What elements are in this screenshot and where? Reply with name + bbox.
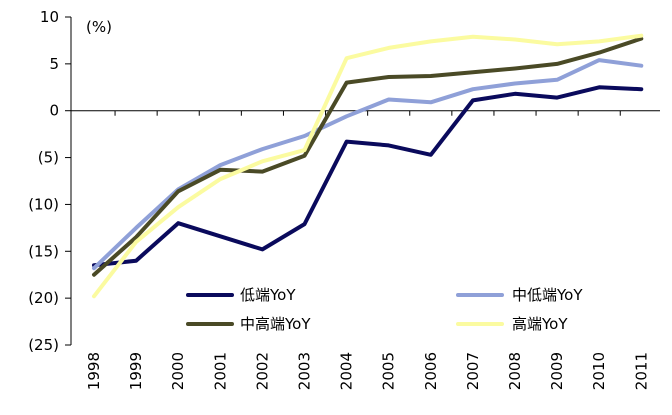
x-tick-label: 2004 xyxy=(338,352,356,390)
x-tick-label: 2005 xyxy=(380,352,398,390)
x-tick-label: 2001 xyxy=(211,352,229,390)
y-tick-label: 5 xyxy=(49,55,59,73)
y-axis: 10 5 0 (5) (10) (15) (20) (25) xyxy=(28,8,72,354)
legend-label: 低端YoY xyxy=(240,286,296,304)
y-tick-label: 10 xyxy=(40,8,59,26)
x-tick-label: 2003 xyxy=(296,352,314,390)
series-line-2 xyxy=(92,58,644,271)
x-tick-label: 2011 xyxy=(632,352,650,390)
legend: 低端YoY 中低端YoY 中高端YoY 高端YoY xyxy=(186,286,583,333)
x-tick-label: 2007 xyxy=(464,352,482,390)
legend-label: 中高端YoY xyxy=(240,315,311,333)
x-tick-label: 1998 xyxy=(85,352,103,390)
y-unit-label: (%) xyxy=(86,18,112,36)
x-axis: 1998 1999 2000 2001 2002 2003 2004 2005 2006 2007… xyxy=(71,110,660,390)
x-tick-label: 2009 xyxy=(548,352,566,390)
legend-label: 高端YoY xyxy=(512,315,568,333)
series-lines xyxy=(92,33,644,299)
x-tick-label: 1999 xyxy=(127,352,145,390)
y-tick-label: (25) xyxy=(28,336,59,354)
y-tick-label: (15) xyxy=(28,242,59,260)
x-tick-label: 2002 xyxy=(253,352,271,390)
x-tick-label: 2010 xyxy=(590,352,608,390)
series-line-4 xyxy=(92,33,644,299)
x-tick-label: 2008 xyxy=(506,352,524,390)
y-tick-label: (20) xyxy=(28,289,59,307)
y-tick-label: (5) xyxy=(38,149,59,167)
x-tick-label: 2006 xyxy=(422,352,440,390)
y-tick-label: 0 xyxy=(49,102,59,120)
x-tick-label: 2000 xyxy=(169,352,187,390)
series-line-1 xyxy=(92,85,644,268)
series-line-3 xyxy=(92,36,644,277)
legend-label: 中低端YoY xyxy=(512,286,583,304)
y-tick-label: (10) xyxy=(28,195,59,213)
